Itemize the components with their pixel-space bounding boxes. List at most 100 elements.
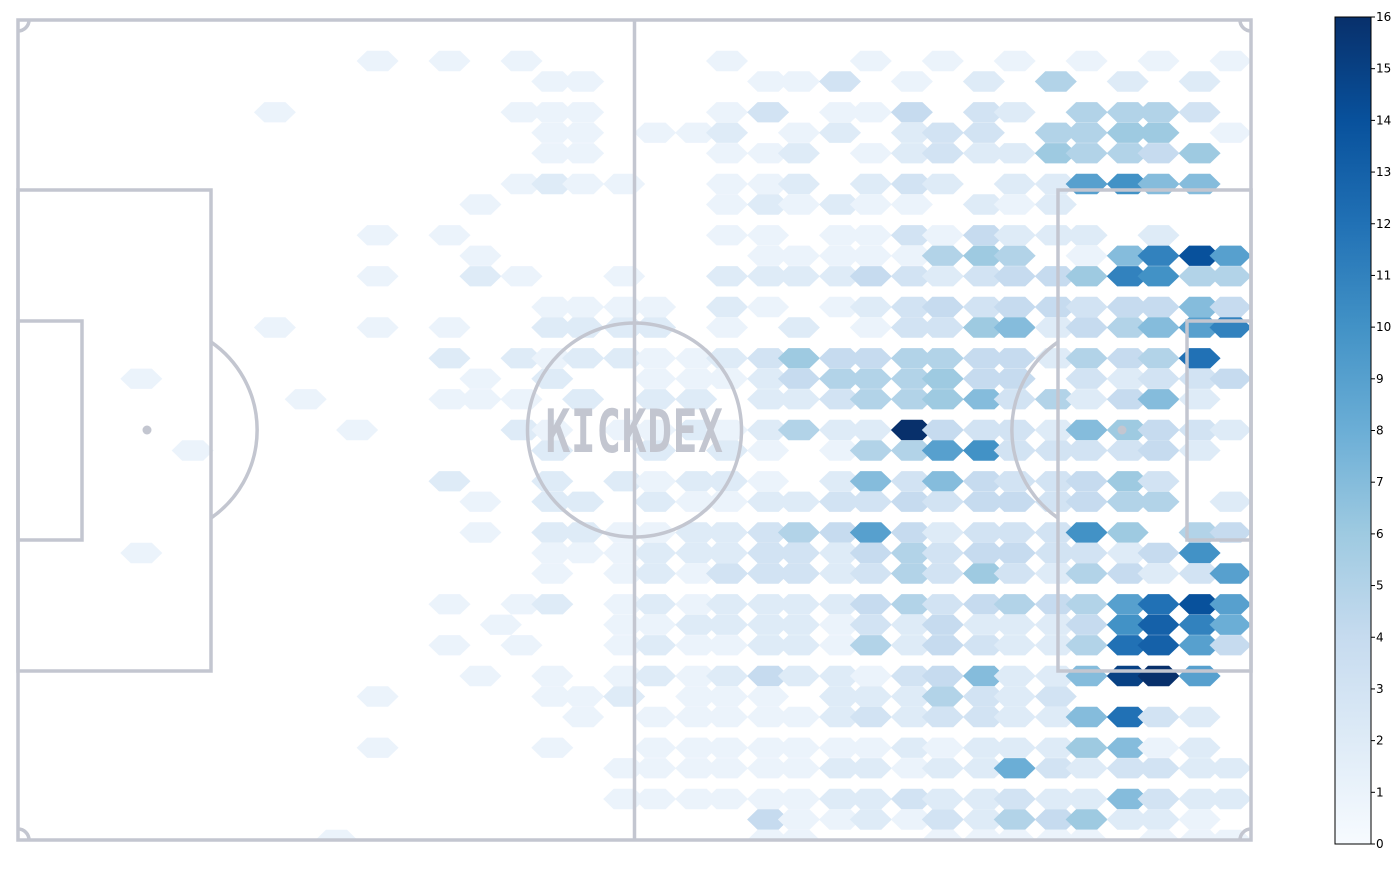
hexbin [1178,266,1221,287]
hexbin [531,491,574,512]
hexbin [1034,706,1077,728]
hexbin [890,368,933,389]
hexbin [1178,809,1221,830]
hexbin [962,296,1005,318]
hexbin [1106,614,1149,635]
hexbin [819,635,861,656]
hexbin [706,296,748,318]
hexbin [747,706,790,728]
hexbin [1065,440,1108,461]
hexbin [562,102,605,123]
hexbin [962,706,1005,728]
hexbin [777,389,820,410]
hexbin [890,686,933,707]
right-penalty-spot [1117,425,1127,435]
hexbin [747,563,790,584]
hexbin [675,563,718,584]
hexbin [921,317,964,338]
hexbin [993,317,1036,338]
corner-arc-bottom-right [1238,827,1252,841]
hexbin [993,266,1036,287]
hexbin [1137,266,1180,287]
hexbin [1137,317,1180,338]
hexbin [500,348,543,369]
hexbin [1034,809,1077,830]
hexbin [1106,809,1149,830]
hexbin [890,788,933,810]
hexbin [1137,143,1180,164]
hexbin [1178,368,1221,389]
hexbin [1209,122,1251,143]
hexbin [634,296,677,318]
hexbin [747,102,790,123]
hexbin [531,542,574,564]
hexbin [428,348,471,369]
hexbin [1034,389,1077,410]
hexbin [921,788,964,810]
hexbin [747,296,790,318]
hexbin [849,317,892,338]
hexbin [120,542,163,564]
hexbin [890,706,933,728]
hexbin [1106,563,1149,584]
hexbin [1209,266,1251,287]
hexbin [962,542,1005,564]
hexbin [1106,635,1149,656]
hexbin [849,194,892,215]
hexbin [706,173,748,195]
hexbin [747,389,790,410]
hexbin [634,563,677,584]
hexbin [890,594,933,615]
hexbin [849,471,892,492]
hexbin [253,102,296,123]
hexbin [706,266,748,287]
hexbin [993,173,1036,195]
hexbin [315,829,358,840]
hexbin [1065,594,1108,615]
hexbin [921,245,964,266]
hexbin [1137,737,1180,758]
hexbin [675,389,718,410]
hexbin [1178,788,1221,810]
hexbin [747,194,790,215]
hexbin [747,440,790,461]
hexbin [1106,368,1149,389]
left-penalty-box [16,188,213,673]
hexbin [459,522,502,543]
hexbin [993,594,1036,615]
hexbin [1137,788,1180,810]
hexbin [921,471,964,492]
hexbin [120,368,163,389]
hexbin [459,194,502,215]
hexbin [428,389,471,410]
left-penalty-arc [210,340,259,520]
hexbin [562,143,605,164]
hexbin [849,522,892,543]
hexbin [603,173,646,195]
hexbin [1137,829,1180,840]
hexbin [849,542,892,564]
hexbin [1137,102,1180,123]
hexbin [706,665,748,687]
hexbin [706,706,748,728]
colorbar-tick-label: 16 [1376,10,1391,24]
hexbin [1106,102,1149,123]
hexbin [531,594,574,615]
hexbin [459,491,502,512]
hexbin [747,266,790,287]
hexbin [706,563,748,584]
hexbin [1065,266,1108,287]
hexbin [890,348,933,369]
hexbin [849,635,892,656]
colorbar-tick-label: 2 [1376,734,1384,748]
hexbin [819,522,861,543]
hexbin [1137,471,1180,492]
hexbin [1178,829,1221,840]
hexbin [819,563,861,584]
hexbin [962,665,1005,687]
hexbin [849,143,892,164]
hexbin [1178,706,1221,728]
hexbin [777,522,820,543]
hexbin [1034,737,1077,758]
